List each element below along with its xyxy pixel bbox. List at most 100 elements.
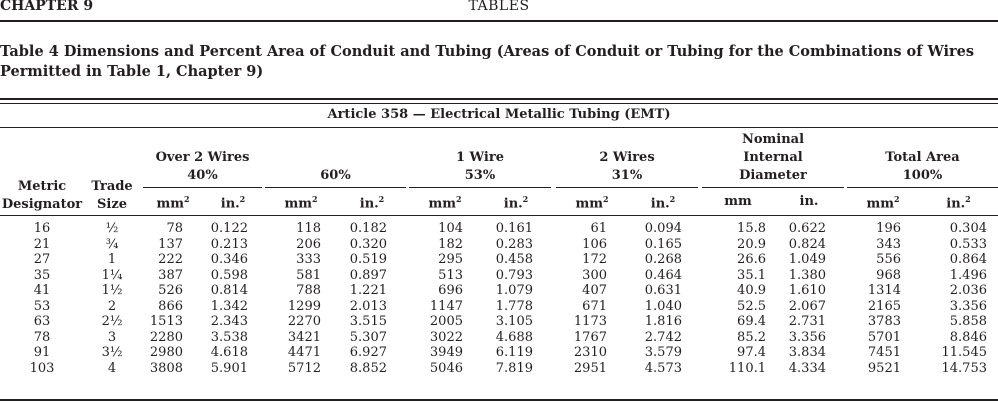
table-row: 91 3½ 2980 4.618 4471 6.927 3949 6.119 2310 3.579… xyxy=(0,345,998,361)
group-60-head: 60% xyxy=(265,167,406,185)
cell-metric-designator: 91 xyxy=(33,345,51,360)
unit-in: in. xyxy=(774,194,844,209)
cell-one-wire-in2: 0.793 xyxy=(495,267,533,283)
cell-total-mm2: 343 xyxy=(876,236,901,252)
group-diameter-head: Nominal Internal Diameter xyxy=(702,131,844,185)
cell-total-mm2: 1314 xyxy=(867,283,901,298)
unit-mm-text: mm xyxy=(724,194,752,209)
cell-total-mm2: 2165 xyxy=(867,298,901,314)
cell-one-wire-in2: 4.688 xyxy=(495,329,533,345)
cell-total-in2: 0.864 xyxy=(949,252,987,267)
cell-over2-in2: 0.213 xyxy=(210,236,248,252)
unit-mm2-base: mm xyxy=(284,196,312,212)
cell-two-wires-mm2: 2951 xyxy=(573,360,607,376)
group-total-head: Total Area 100% xyxy=(847,149,998,185)
unit-sup: 2 xyxy=(311,194,318,204)
cell-diameter-mm: 15.8 xyxy=(737,221,766,236)
table-row: 53 2 866 1.342 1299 2.013 1147 1.778 671 1.040 52.… xyxy=(0,299,998,315)
cell-total-in2: 14.753 xyxy=(941,360,988,376)
cell-total-mm2: 196 xyxy=(876,221,901,236)
bottom-rule xyxy=(0,399,998,401)
cell-one-wire-mm2: 5046 xyxy=(429,360,463,376)
cell-p60-in2: 0.320 xyxy=(349,236,387,252)
cell-trade-size: 4 xyxy=(107,360,117,376)
cell-over2-in2: 0.598 xyxy=(210,267,248,283)
cell-two-wires-in2: 4.573 xyxy=(644,360,682,376)
cell-metric-designator: 53 xyxy=(33,298,51,314)
cell-total-in2: 1.496 xyxy=(949,267,987,283)
cell-over2-in2: 0.814 xyxy=(210,283,248,298)
unit-in2-base: in. xyxy=(650,196,670,212)
table-body: 16 ½ 78 0.122 118 0.182 104 0.161 61 0.094 15.8 0.6… xyxy=(0,221,998,376)
cell-diameter-in: 4.334 xyxy=(788,360,826,376)
group-underline xyxy=(265,187,406,188)
cell-total-in2: 8.846 xyxy=(949,329,987,345)
cell-one-wire-mm2: 2005 xyxy=(429,314,463,329)
cell-two-wires-in2: 0.094 xyxy=(644,221,682,236)
cell-one-wire-in2: 3.105 xyxy=(495,314,533,329)
unit-sup: 2 xyxy=(522,194,529,204)
cell-trade-size: ½ xyxy=(105,221,119,236)
cell-p60-in2: 0.897 xyxy=(349,267,387,283)
cell-metric-designator: 63 xyxy=(33,314,51,329)
cell-trade-size: ¾ xyxy=(105,236,119,252)
unit-in2-base: in. xyxy=(359,196,379,212)
cell-two-wires-mm2: 407 xyxy=(582,283,607,298)
unit-sup: 2 xyxy=(183,194,190,204)
cell-over2-mm2: 526 xyxy=(158,283,183,298)
cell-p60-mm2: 4471 xyxy=(287,345,321,360)
unit-sup: 2 xyxy=(893,194,900,204)
cell-total-mm2: 968 xyxy=(876,267,901,283)
cell-total-mm2: 5701 xyxy=(867,329,901,345)
table-row: 41 1½ 526 0.814 788 1.221 696 1.079 407 0.631 40.9… xyxy=(0,283,998,299)
cell-diameter-mm: 85.2 xyxy=(737,329,766,345)
group-underline xyxy=(702,187,844,188)
cell-two-wires-in2: 0.631 xyxy=(644,283,682,298)
group-1wire-head: 1 Wire 53% xyxy=(409,149,551,185)
unit-sup: 2 xyxy=(602,194,609,204)
trade-head-line2: Size xyxy=(97,197,127,212)
unit-mm2: mm2 xyxy=(143,194,203,211)
metric-head-line1: Metric xyxy=(17,179,67,194)
cell-two-wires-mm2: 2310 xyxy=(573,345,607,360)
cell-total-in2: 0.533 xyxy=(949,236,987,252)
cell-metric-designator: 35 xyxy=(33,267,51,283)
group-diameter-line3: Diameter xyxy=(739,168,807,183)
cell-total-in2: 2.036 xyxy=(949,283,987,298)
table-row: 16 ½ 78 0.122 118 0.182 104 0.161 61 0.094 15.8 0.6… xyxy=(0,221,998,237)
cell-one-wire-mm2: 696 xyxy=(438,283,463,298)
cell-diameter-mm: 52.5 xyxy=(737,298,766,314)
unit-sup: 2 xyxy=(239,194,246,204)
cell-over2-in2: 2.343 xyxy=(210,314,248,329)
unit-mm2: mm2 xyxy=(556,194,628,211)
cell-diameter-in: 3.834 xyxy=(788,345,826,360)
unit-in2-base: in. xyxy=(503,196,523,212)
cell-one-wire-in2: 0.458 xyxy=(495,252,533,267)
unit-in-text: in. xyxy=(799,194,819,209)
cell-diameter-mm: 40.9 xyxy=(737,283,766,298)
group-2wires-line1: 2 Wires xyxy=(599,150,655,165)
cell-total-mm2: 3783 xyxy=(867,314,901,329)
group-1wire-line2: 53% xyxy=(464,168,496,183)
unit-sup: 2 xyxy=(455,194,462,204)
table-row: 63 2½ 1513 2.343 2270 3.515 2005 3.105 1173 1.816… xyxy=(0,314,998,330)
double-rule xyxy=(0,98,998,104)
cell-diameter-mm: 97.4 xyxy=(737,345,766,360)
cell-over2-mm2: 137 xyxy=(158,236,183,252)
cell-one-wire-in2: 0.283 xyxy=(495,236,533,252)
unit-in2: in.2 xyxy=(481,194,551,211)
cell-total-in2: 5.858 xyxy=(949,314,987,329)
cell-two-wires-mm2: 61 xyxy=(590,221,607,236)
cell-p60-mm2: 118 xyxy=(296,221,321,236)
cell-metric-designator: 21 xyxy=(33,236,51,252)
trade-head-line1: Trade xyxy=(91,179,133,194)
unit-in2-base: in. xyxy=(946,196,966,212)
cell-two-wires-mm2: 106 xyxy=(582,236,607,252)
table-row: 35 1¼ 387 0.598 581 0.897 513 0.793 300 0.464 35.1… xyxy=(0,268,998,284)
cell-two-wires-in2: 3.579 xyxy=(644,345,682,360)
unit-in2: in.2 xyxy=(919,194,998,211)
cell-diameter-mm: 110.1 xyxy=(728,360,766,376)
cell-over2-in2: 5.901 xyxy=(210,360,248,376)
cell-one-wire-mm2: 3022 xyxy=(429,329,463,345)
cell-diameter-in: 1.380 xyxy=(788,267,826,283)
